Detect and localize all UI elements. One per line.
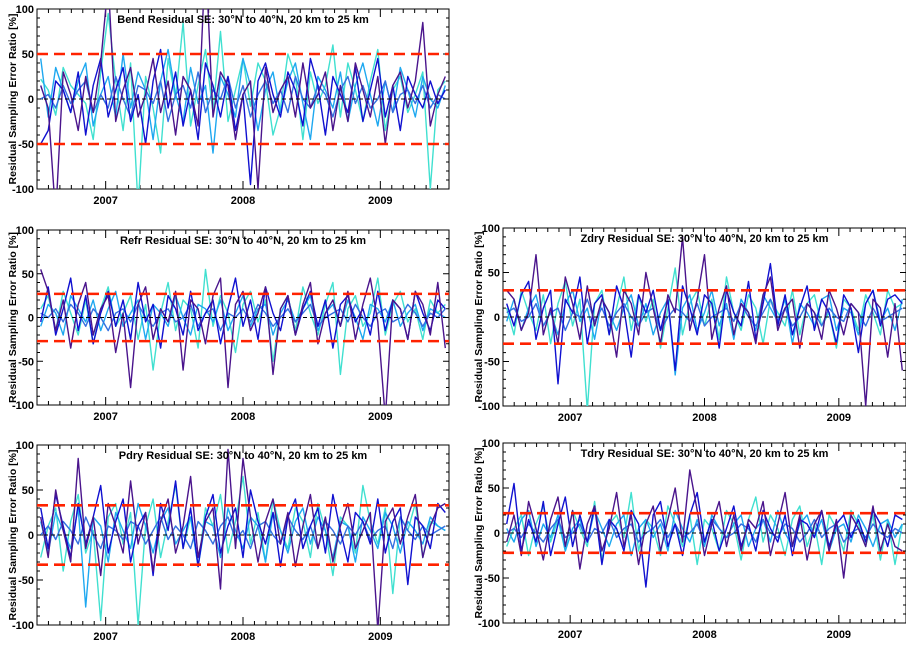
panel-zdry-residual: Residual Sampling Error Ratio [%] -100 -5… (473, 223, 906, 424)
series-line-1 (40, 268, 446, 376)
reference-lines (37, 503, 449, 567)
panel-title: Zdry Residual SE: 30°N to 40°N, 20 km to… (581, 233, 829, 245)
y-tick-label: -50 (484, 357, 500, 369)
y-axis-label: Residual Sampling Error Ratio [%] (473, 232, 485, 403)
series-line-5 (40, 9, 446, 189)
panel-pdry-residual: Residual Sampling Error Ratio [%] -100 -5… (7, 440, 450, 643)
x-tick-label: 2007 (93, 631, 117, 643)
series-lines (506, 236, 903, 406)
series-line-4 (40, 277, 446, 349)
axis-ticks: -100 -50 0 50 100 2007 2008 2009 (478, 438, 906, 641)
panel-title: Bend Residual SE: 30°N to 40°N, 20 km to… (117, 14, 369, 26)
axis-ticks: -100 -50 0 50 100 2007 2008 2009 (12, 440, 450, 643)
series-lines (40, 448, 446, 625)
y-tick-label: -100 (478, 618, 500, 630)
x-tick-label: 2008 (231, 631, 255, 643)
x-tick-label: 2009 (827, 629, 851, 641)
panel-title: Refr Residual SE: 30°N to 40°N, 20 km to… (120, 235, 366, 247)
y-axis-label: Residual Sampling Error Ratio [%] (7, 450, 19, 621)
y-tick-label: 50 (488, 268, 500, 280)
series-line-3 (40, 516, 446, 550)
panel-refr-residual: Residual Sampling Error Ratio [%] -100 -5… (7, 225, 450, 423)
x-tick-label: 2007 (93, 195, 117, 207)
series-line-5 (40, 448, 446, 625)
panel-title: Tdry Residual SE: 30°N to 40°N, 20 km to… (581, 448, 829, 460)
y-tick-label: 100 (482, 223, 500, 235)
x-tick-label: 2008 (692, 629, 716, 641)
y-tick-label: 0 (28, 94, 34, 106)
series-line-3 (40, 303, 446, 332)
x-tick-label: 2008 (692, 412, 716, 424)
panel-tdry-residual: Residual Sampling Error Ratio [%] -100 -5… (473, 438, 906, 641)
y-tick-label: -100 (12, 184, 34, 196)
y-tick-label: 0 (494, 528, 500, 540)
y-tick-label: 0 (494, 312, 500, 324)
y-axis-label: Residual Sampling Error Ratio [%] (7, 232, 19, 403)
y-tick-label: -50 (18, 575, 34, 587)
series-line-5 (506, 236, 903, 406)
y-tick-label: 100 (16, 225, 34, 237)
y-tick-label: 100 (482, 438, 500, 450)
y-axis-label: Residual Sampling Error Ratio [%] (473, 448, 485, 619)
x-tick-label: 2009 (827, 412, 851, 424)
series-line-1 (506, 267, 903, 406)
y-tick-label: -100 (12, 620, 34, 632)
reference-lines (37, 52, 449, 146)
series-lines (40, 9, 446, 189)
y-tick-label: 50 (22, 485, 34, 497)
y-tick-label: 100 (16, 440, 34, 452)
x-tick-label: 2007 (558, 412, 582, 424)
y-tick-label: -50 (18, 139, 34, 151)
series-lines (40, 268, 446, 405)
series-line-2 (506, 509, 903, 557)
series-line-5 (40, 269, 446, 405)
series-line-3 (40, 71, 446, 123)
series-line-1 (40, 475, 446, 625)
y-tick-label: -100 (12, 400, 34, 412)
panel-title: Pdry Residual SE: 30°N to 40°N, 20 km to… (119, 450, 368, 462)
panel-bend-residual: Residual Sampling Error Ratio [%] -100 -5… (7, 4, 450, 207)
x-tick-label: 2008 (231, 195, 255, 207)
x-tick-label: 2009 (368, 631, 392, 643)
y-tick-label: -50 (18, 356, 34, 368)
y-tick-label: -100 (478, 401, 500, 413)
x-tick-label: 2007 (558, 629, 582, 641)
x-tick-label: 2009 (368, 411, 392, 423)
y-tick-label: 50 (22, 269, 34, 281)
y-tick-label: 0 (28, 313, 34, 325)
series-line-2 (40, 502, 446, 608)
x-tick-label: 2008 (231, 411, 255, 423)
y-axis-label: Residual Sampling Error Ratio [%] (7, 14, 19, 185)
x-tick-label: 2007 (93, 411, 117, 423)
series-line-2 (40, 290, 446, 341)
reference-lines (37, 292, 449, 343)
series-line-4 (40, 480, 446, 586)
y-tick-label: 50 (488, 483, 500, 495)
series-line-2 (40, 48, 446, 154)
series-lines (506, 469, 903, 588)
y-tick-label: 100 (16, 4, 34, 16)
y-tick-label: 50 (22, 49, 34, 61)
y-tick-label: 0 (28, 530, 34, 542)
y-tick-label: -50 (484, 573, 500, 585)
series-line-5 (506, 469, 903, 579)
x-tick-label: 2009 (368, 195, 392, 207)
